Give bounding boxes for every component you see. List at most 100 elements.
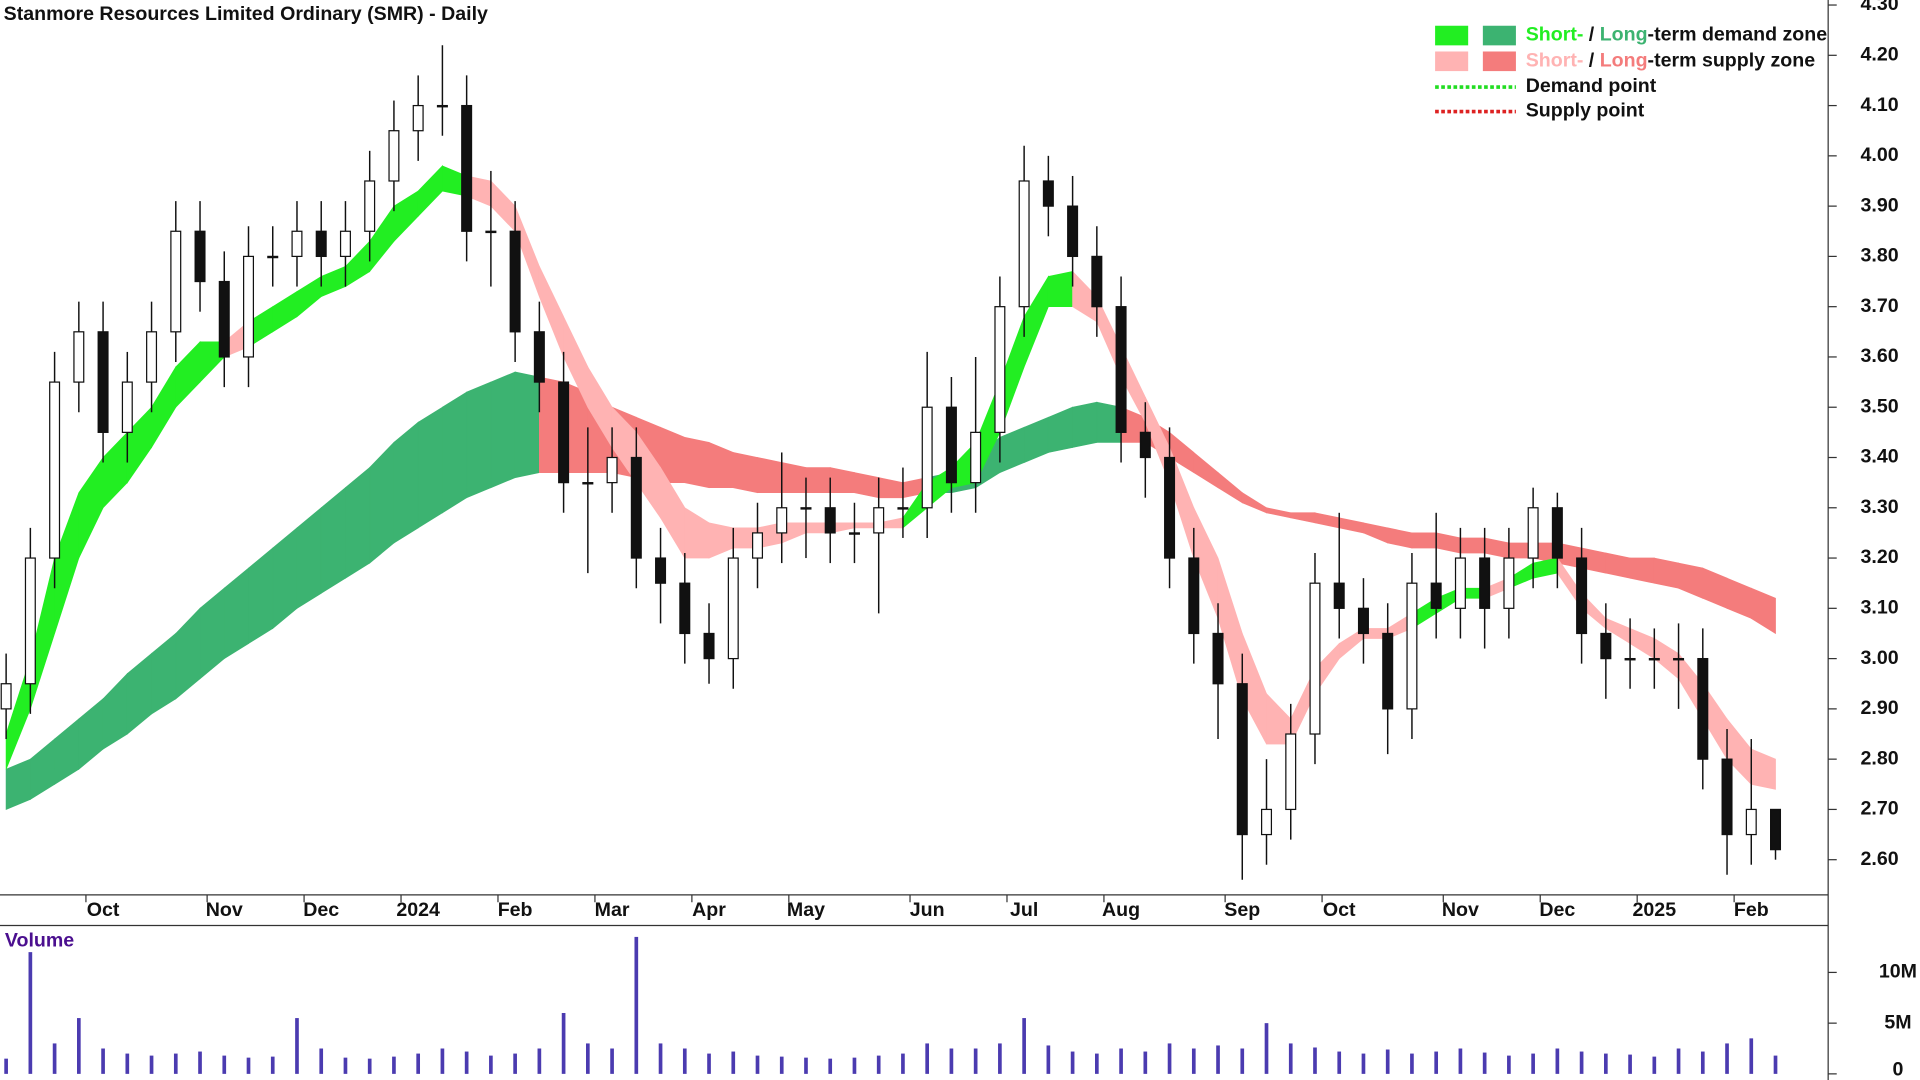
volume-bar	[489, 1055, 493, 1074]
candle-body	[1576, 557, 1588, 635]
volume-tick-label: 10M	[1879, 961, 1917, 983]
candle-body	[485, 230, 497, 234]
x-tick-label: Oct	[1323, 899, 1356, 921]
candle-body	[1188, 557, 1200, 635]
long-zone-segment	[1702, 567, 1728, 609]
volume-bar	[440, 1048, 445, 1074]
volume-bar	[1725, 1043, 1729, 1074]
candle-body	[364, 180, 376, 232]
volume-bar	[1482, 1052, 1487, 1074]
short-zone-segment	[272, 290, 298, 333]
candle-body	[945, 406, 957, 484]
long-zone-segment	[272, 527, 298, 630]
candle-body	[994, 306, 1006, 433]
y-tick-label: 3.10	[1861, 596, 1899, 618]
volume-bar	[1288, 1043, 1293, 1074]
candle-body	[267, 255, 279, 259]
y-tick-label: 4.10	[1861, 94, 1899, 116]
candle-body	[582, 482, 594, 485]
short-zone-segment	[393, 190, 419, 243]
long-zone-segment	[757, 457, 783, 494]
volume-bar	[149, 1055, 154, 1074]
candle-body	[1454, 557, 1466, 609]
long-zone-segment	[1241, 492, 1267, 514]
candle-body	[97, 331, 109, 433]
legend-swatch	[1482, 51, 1516, 72]
long-zone-segment	[805, 467, 831, 494]
candle-body	[1212, 632, 1224, 685]
x-tick-label: Feb	[1734, 899, 1769, 921]
x-tick-label: 2024	[396, 899, 440, 921]
short-zone-segment	[320, 265, 346, 298]
candle-body	[1673, 657, 1685, 661]
legend-short: Short-	[1526, 49, 1584, 71]
short-zone-segment	[490, 180, 516, 233]
volume-bar	[804, 1057, 808, 1074]
volume-bar	[658, 1043, 663, 1074]
legend-sep: /	[1583, 24, 1599, 46]
long-zone-segment	[1047, 406, 1073, 453]
candle-body	[436, 104, 448, 108]
candle-body	[49, 381, 61, 559]
volume-bar	[973, 1048, 978, 1074]
legend-swatch	[1435, 51, 1469, 72]
long-zone-segment	[223, 567, 249, 660]
candle-body	[800, 507, 812, 510]
x-tick-label: Dec	[1539, 899, 1575, 921]
x-tick-label: Dec	[303, 899, 339, 921]
volume-bar	[634, 936, 639, 1074]
long-zone-segment	[732, 452, 758, 494]
candle-body	[1551, 507, 1563, 559]
y-tick-label: 3.80	[1861, 245, 1899, 267]
short-zone-segment	[684, 507, 710, 559]
long-zone-segment	[369, 441, 395, 564]
volume-tick-label: 5M	[1884, 1011, 1911, 1033]
volume-bar	[1749, 1038, 1754, 1074]
volume-bar	[1191, 1048, 1196, 1074]
short-zone-segment	[102, 431, 128, 509]
long-zone-segment	[878, 477, 904, 499]
candle-body	[412, 104, 424, 132]
candle-body	[921, 406, 933, 509]
candle-body	[1042, 180, 1054, 207]
legend-label: Demand point	[1526, 75, 1657, 97]
volume-bar	[1022, 1018, 1026, 1074]
short-zone-segment	[708, 522, 734, 559]
short-zone-segment	[1532, 557, 1558, 579]
volume-bar	[416, 1053, 421, 1074]
y-tick-label: 3.70	[1861, 295, 1899, 317]
candle-body	[73, 331, 85, 383]
volume-bar	[77, 1018, 81, 1074]
volume-bar	[1579, 1051, 1584, 1074]
candle-body	[1115, 306, 1127, 433]
candle-body	[24, 557, 36, 685]
legend-sep: /	[1583, 49, 1599, 71]
long-zone-segment	[102, 672, 128, 750]
long-zone-segment	[175, 607, 201, 700]
short-zone-segment	[417, 164, 443, 218]
y-tick-label: 4.00	[1861, 144, 1899, 166]
short-zone-segment	[296, 275, 322, 318]
long-zone-segment	[1363, 522, 1389, 544]
volume-bar	[998, 1043, 1002, 1074]
candle-body	[1770, 808, 1782, 851]
volume-bar	[198, 1051, 202, 1074]
volume-bar	[610, 1048, 614, 1074]
long-zone-segment	[126, 652, 152, 735]
volume-bar	[1119, 1048, 1123, 1074]
y-tick-label: 3.90	[1861, 194, 1899, 216]
y-tick-label: 2.70	[1861, 798, 1899, 820]
long-zone-segment	[1605, 552, 1631, 579]
candle-body	[170, 230, 182, 333]
candle-body	[1333, 582, 1345, 609]
volume-bar	[876, 1055, 881, 1074]
candle-body	[0, 683, 12, 710]
volume-bar	[852, 1057, 857, 1074]
legend-label: Supply point	[1526, 100, 1645, 122]
x-tick-label: May	[787, 899, 825, 921]
volume-bar	[392, 1056, 396, 1074]
candle-body	[291, 230, 303, 258]
candle-body	[121, 381, 133, 433]
candle-body	[509, 230, 521, 333]
